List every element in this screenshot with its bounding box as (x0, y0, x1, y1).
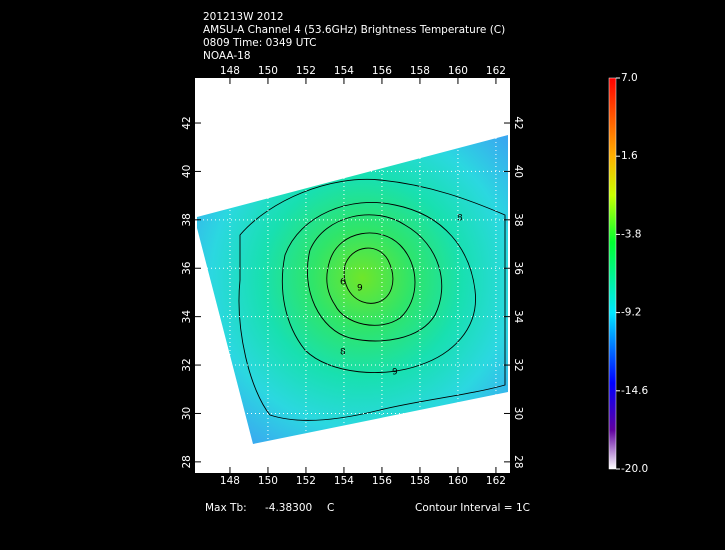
lat-tick-label: 38 (181, 213, 193, 226)
lon-tick-label: 152 (296, 475, 316, 487)
lon-tick-label: 154 (334, 65, 354, 77)
grid (195, 78, 510, 473)
lon-tick-label: 156 (372, 475, 392, 487)
lat-tick-label: 32 (181, 358, 193, 371)
lat-tick-label: 34 (181, 310, 193, 324)
header-line: AMSU-A Channel 4 (53.6GHz) Brightness Te… (203, 24, 505, 36)
colorbar-label: 1.6 (621, 150, 638, 162)
lat-tick-label: 42 (512, 116, 524, 129)
lon-tick-label: 154 (334, 475, 354, 487)
footer-label: Max Tb: (205, 502, 247, 514)
lon-tick-label: 152 (296, 65, 316, 77)
lat-tick-label: 34 (512, 310, 524, 324)
header-line: 0809 Time: 0349 UTC (203, 37, 317, 49)
contour-label: 8 (457, 214, 463, 224)
lat-tick-label: 40 (512, 165, 524, 178)
lat-tick-label: 28 (512, 455, 524, 468)
colorbar-label: 7.0 (621, 72, 638, 84)
lat-tick-label: 30 (512, 407, 524, 420)
colorbar-label: -14.6 (621, 385, 648, 397)
footer-value: -4.38300 (265, 502, 312, 514)
contours (238, 178, 506, 421)
lat-tick-label: 28 (181, 455, 193, 468)
footer-contour: Contour Interval = 1C (415, 502, 530, 514)
colorbar-label: -3.8 (621, 228, 642, 240)
lon-tick-label: 160 (448, 475, 468, 487)
footer-unit: C (327, 502, 334, 514)
lon-tick-label: 162 (486, 65, 506, 77)
lon-tick-label: 160 (448, 65, 468, 77)
lon-tick-label: 150 (258, 65, 278, 77)
swath (197, 135, 508, 444)
colorbar (608, 77, 617, 470)
lat-tick-label: 38 (512, 213, 524, 226)
lat-tick-label: 30 (181, 407, 193, 420)
lat-tick-label: 36 (512, 262, 524, 276)
lon-tick-label: 150 (258, 475, 278, 487)
colorbar-label: -20.0 (621, 463, 648, 475)
contour-label: 9 (392, 368, 398, 378)
lat-tick-label: 42 (181, 116, 193, 129)
header-line: NOAA-18 (203, 50, 251, 62)
lon-tick-label: 158 (410, 475, 430, 487)
contour-label: 9 (357, 284, 363, 294)
lat-tick-label: 32 (512, 358, 524, 371)
lon-tick-label: 148 (220, 475, 240, 487)
lon-tick-label: 148 (220, 65, 240, 77)
lat-tick-label: 36 (181, 261, 193, 275)
lon-tick-label: 158 (410, 65, 430, 77)
contour-label: 6 (340, 278, 346, 288)
lat-tick-label: 40 (181, 165, 193, 178)
contour-label: 8 (340, 348, 346, 358)
lon-tick-label: 156 (372, 65, 392, 77)
colorbar-label: -9.2 (621, 307, 642, 319)
lon-tick-label: 162 (486, 475, 506, 487)
header-line: 201213W 2012 (203, 11, 284, 23)
